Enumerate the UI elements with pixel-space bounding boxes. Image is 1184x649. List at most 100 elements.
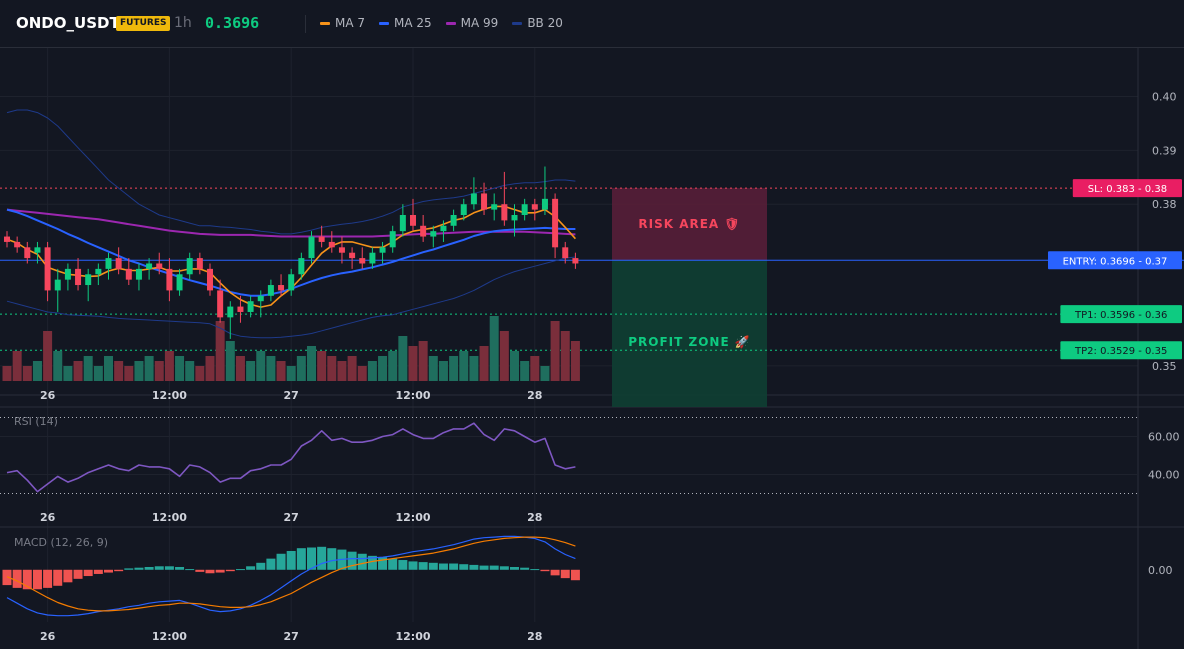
candle-body[interactable] [521,204,528,215]
candle-body[interactable] [501,204,508,221]
candle-body[interactable] [470,193,477,205]
volume-bar [276,361,286,381]
volume-bar [510,351,519,381]
candle-body[interactable] [217,290,224,318]
candle-body[interactable] [257,295,264,302]
candle-body[interactable] [308,236,315,259]
candle-body[interactable] [318,236,325,242]
volume-bar [550,321,560,381]
rsi-tick-label: 40.00 [1148,469,1180,482]
candle-body[interactable] [186,258,193,275]
candle-body[interactable] [531,204,538,210]
legend-label-ma99: MA 99 [460,16,499,30]
macd-histogram-bar [114,569,124,572]
candle-body[interactable] [369,252,376,264]
candle-body[interactable] [196,258,203,269]
candle-body[interactable] [450,215,457,226]
candle-body[interactable] [541,198,548,210]
level-tag-text-tp2: TP2: 0.3529 - 0.35 [1074,346,1167,357]
candle-body[interactable] [166,268,173,291]
candle-body[interactable] [146,263,153,269]
candle-body[interactable] [95,268,102,275]
candle-body[interactable] [410,215,416,226]
rsi-tick-label: 60.00 [1148,431,1180,444]
candle-body[interactable] [24,247,31,259]
time-tick-label-rsi: 26 [40,511,56,524]
interval-selector[interactable]: 1h [174,15,192,31]
candle-body[interactable] [379,247,386,253]
candle-body[interactable] [176,274,183,291]
candle-body[interactable] [247,301,254,312]
macd-histogram-bar [83,569,93,577]
candle-body[interactable] [572,258,579,264]
candle-body[interactable] [44,247,51,291]
candle-body[interactable] [237,306,244,312]
candle-body[interactable] [115,258,122,269]
candle-body[interactable] [430,231,437,237]
candle-body[interactable] [399,215,406,232]
macd-histogram-bar [327,548,337,570]
candle-body[interactable] [420,225,427,237]
volume-bar [215,321,225,381]
macd-title: MACD (12, 26, 9) [14,536,108,549]
candle-body[interactable] [105,258,112,269]
macd-histogram-bar [185,569,195,571]
symbol-name[interactable]: ONDO_USDT [16,14,120,32]
candle-body[interactable] [4,236,10,242]
candle-body[interactable] [288,274,295,291]
rsi-title: RSI (14) [14,415,58,428]
candle-body[interactable] [328,241,335,248]
level-tag-tp2 [1060,341,1182,360]
macd-histogram-bar [63,569,73,583]
candle-body[interactable] [389,231,396,248]
candle-body[interactable] [511,215,518,221]
candle-body[interactable] [440,225,447,232]
ma99-line [6,208,576,238]
candle-body[interactable] [552,198,559,248]
time-tick-label-macd: 27 [284,630,299,643]
legend-bb20[interactable]: BB 20 [512,16,563,30]
volume-bar [93,366,103,381]
candle-body[interactable] [125,268,132,280]
volume-bar [570,341,580,381]
candle-body[interactable] [481,193,488,210]
macd-histogram-bar [510,566,519,570]
macd-histogram-bar [520,567,530,570]
candle-body[interactable] [14,241,21,248]
volume-bar [367,361,377,381]
candle-body[interactable] [54,279,61,291]
candle-body[interactable] [34,247,41,253]
volume-bar [63,366,73,381]
futures-badge: FUTURES [116,16,171,31]
legend-ma7[interactable]: MA 7 [320,16,365,30]
macd-histogram-bar [32,569,42,590]
legend-ma25[interactable]: MA 25 [379,16,432,30]
volume-bar [73,361,83,381]
candle-body[interactable] [298,258,305,275]
candle-body[interactable] [156,263,163,269]
candle-body[interactable] [207,268,213,291]
volume-bar [175,356,185,381]
volume-bar [560,331,570,381]
volume-bar [408,346,418,381]
time-tick-label-rsi: 12:00 [152,511,187,524]
candle-body[interactable] [267,285,274,296]
candle-body[interactable] [85,274,92,286]
macd-histogram-bar [266,558,276,570]
candle-body[interactable] [135,268,142,280]
candle-body[interactable] [562,247,569,259]
macd-histogram-bar [530,569,540,571]
candle-body[interactable] [460,204,467,215]
legend-ma99[interactable]: MA 99 [445,16,499,30]
candle-body[interactable] [491,204,498,210]
candle-body[interactable] [75,268,82,286]
candle-body[interactable] [227,306,234,318]
candle-body[interactable] [349,252,356,259]
candle-body[interactable] [359,258,366,264]
candle-body[interactable] [278,285,285,291]
macd-histogram-bar [22,569,32,590]
chart-header: ONDO_USDT FUTURES 1h 0.3696 MA 7 MA 25 M… [0,0,1184,48]
candle-body[interactable] [64,268,71,280]
candle-body[interactable] [338,247,345,253]
